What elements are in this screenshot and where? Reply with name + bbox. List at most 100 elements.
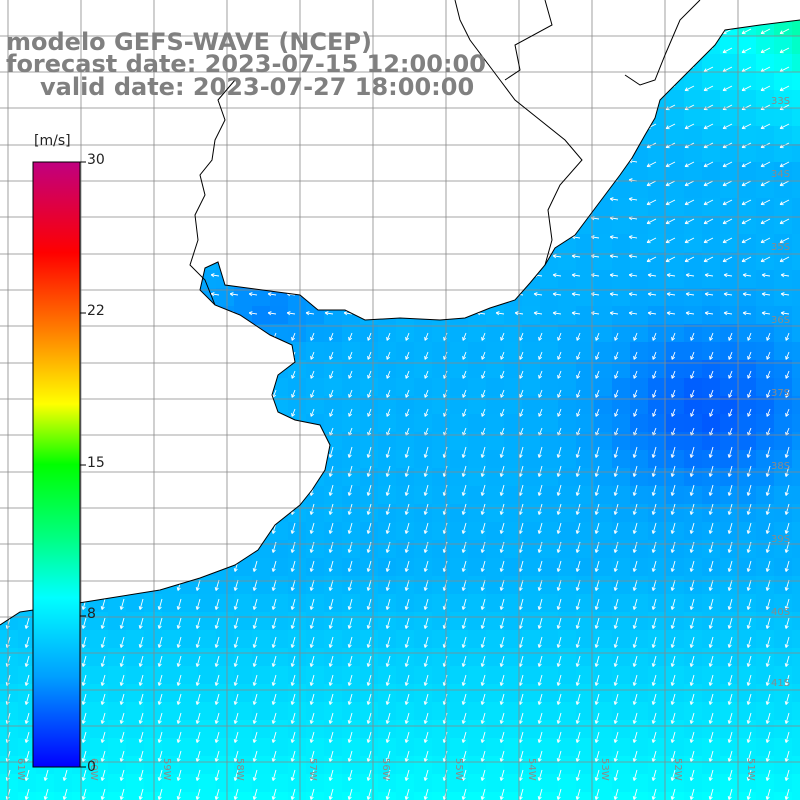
wind-arrow [571, 140, 581, 145]
field-cell [738, 324, 756, 342]
field-cell [252, 540, 270, 558]
field-cell [360, 108, 378, 126]
field-cell [702, 612, 720, 630]
field-cell [324, 558, 342, 576]
field-cell [342, 378, 360, 396]
field-cell [162, 252, 180, 270]
field-cell [180, 504, 198, 522]
field-cell [396, 540, 414, 558]
field-cell [792, 414, 800, 432]
wind-arrow [20, 197, 30, 202]
field-cell [630, 684, 648, 702]
field-cell [612, 72, 630, 90]
wind-arrow [533, 178, 543, 183]
wind-arrow [495, 197, 505, 202]
wind-arrow [119, 503, 125, 515]
wind-arrow [305, 254, 315, 259]
field-cell [432, 792, 450, 800]
field-cell [576, 252, 594, 270]
field-cell [666, 792, 684, 800]
field-cell [288, 234, 306, 252]
field-cell [594, 54, 612, 72]
field-cell [216, 756, 234, 774]
field-cell [324, 252, 342, 270]
wind-arrow [343, 273, 353, 278]
field-cell [666, 612, 684, 630]
field-cell [702, 756, 720, 774]
field-cell [540, 738, 558, 756]
field-cell [0, 522, 18, 540]
field-cell [414, 486, 432, 504]
field-cell [234, 126, 252, 144]
field-cell [648, 612, 666, 630]
wind-arrow [153, 159, 163, 164]
wind-arrow [20, 83, 30, 88]
wind-arrow [81, 484, 87, 496]
field-cell [612, 288, 630, 306]
field-cell [324, 486, 342, 504]
field-cell [594, 72, 612, 90]
field-cell [378, 576, 396, 594]
field-cell [126, 324, 144, 342]
field-cell [90, 342, 108, 360]
field-cell [720, 270, 738, 288]
field-cell [576, 792, 594, 800]
wind-arrow [195, 503, 201, 515]
field-cell [144, 144, 162, 162]
field-cell [18, 0, 36, 18]
field-cell [558, 54, 576, 72]
field-cell [486, 594, 504, 612]
field-cell [450, 252, 468, 270]
field-cell [234, 468, 252, 486]
wind-arrow [343, 140, 353, 145]
field-cell [198, 702, 216, 720]
field-cell [414, 432, 432, 450]
wind-arrow [723, 10, 732, 15]
valid-date: valid date: 2023-07-27 18:00:00 [40, 73, 475, 101]
field-cell [396, 432, 414, 450]
wind-arrow [267, 197, 277, 202]
field-cell [198, 666, 216, 684]
wind-arrow [134, 121, 144, 126]
field-cell [180, 288, 198, 306]
field-cell [720, 432, 738, 450]
field-cell [774, 306, 792, 324]
field-cell [576, 0, 594, 18]
field-cell [594, 450, 612, 468]
field-cell [576, 648, 594, 666]
field-cell [252, 234, 270, 252]
field-cell [162, 612, 180, 630]
wind-arrow [233, 465, 239, 477]
field-cell [126, 558, 144, 576]
field-cell [216, 738, 234, 756]
field-cell [90, 378, 108, 396]
field-cell [792, 252, 800, 270]
wind-arrow [100, 484, 106, 496]
field-cell [540, 792, 558, 800]
field-cell [684, 468, 702, 486]
wind-arrow [419, 102, 429, 107]
field-cell [342, 792, 360, 800]
field-cell [684, 738, 702, 756]
field-cell [702, 342, 720, 360]
field-cell [468, 522, 486, 540]
field-cell [360, 576, 378, 594]
field-cell [630, 144, 648, 162]
wind-arrow [120, 408, 125, 417]
wind-arrow [58, 102, 68, 107]
wind-arrow [343, 235, 353, 240]
field-cell [216, 522, 234, 540]
field-cell [576, 324, 594, 342]
field-cell [720, 36, 738, 54]
field-cell [630, 252, 648, 270]
wind-arrow [362, 102, 372, 107]
field-cell [522, 378, 540, 396]
wind-arrow [271, 446, 277, 458]
field-cell [252, 216, 270, 234]
wind-arrow [77, 121, 87, 126]
colorbar-label-15: 15 [87, 455, 105, 471]
field-cell [306, 126, 324, 144]
wind-arrow [81, 503, 87, 515]
